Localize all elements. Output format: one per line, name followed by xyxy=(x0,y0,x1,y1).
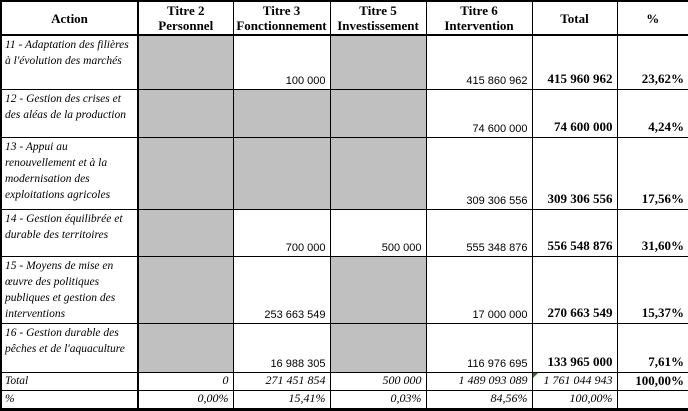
header-action: Action xyxy=(0,0,139,36)
cell-pct: 15,37% xyxy=(616,255,688,324)
cell-total: 556 548 876 xyxy=(531,208,618,257)
cell-titre5-empty xyxy=(329,136,427,210)
cell-pct-titre3: 15,41% xyxy=(232,389,331,410)
cell-titre5-empty xyxy=(329,322,427,373)
header-titre2-line2: Personnel xyxy=(158,18,214,33)
cell-total-titre3: 271 451 854 xyxy=(232,371,331,391)
cell-action: 15 - Moyens de mise en œuvre des politiq… xyxy=(0,255,139,324)
cell-titre3: 100 000 xyxy=(232,34,331,90)
header-titre5: Titre 5 Investissement xyxy=(329,0,427,36)
action-row-11: 11 - Adaptation des filières à l'évoluti… xyxy=(0,34,688,90)
cell-titre6: 415 860 962 xyxy=(425,34,533,90)
cell-pct: 23,62% xyxy=(616,34,688,90)
cell-titre3: 16 988 305 xyxy=(232,322,331,373)
header-titre2-line1: Titre 2 xyxy=(167,3,205,18)
cell-pct-titre5: 0,03% xyxy=(329,389,427,410)
cell-pct: 31,60% xyxy=(616,208,688,257)
header-titre5-line2: Investissement xyxy=(337,18,419,33)
header-total: Total xyxy=(531,0,618,36)
cell-titre2-empty xyxy=(137,322,234,373)
cell-total: 74 600 000 xyxy=(531,88,618,138)
cell-action: 13 - Appui au renouvellement et à la mod… xyxy=(0,136,139,210)
cell-titre6: 555 348 876 xyxy=(425,208,533,257)
header-titre3: Titre 3 Fonctionnement xyxy=(232,0,331,36)
cell-total-pct: 100,00% xyxy=(616,371,688,391)
cell-total: 415 960 962 xyxy=(531,34,618,90)
cell-pct: 17,56% xyxy=(616,136,688,210)
action-row-16: 16 - Gestion durable des pêches et de l'… xyxy=(0,322,688,373)
cell-pct: 7,61% xyxy=(616,322,688,373)
cell-total: 133 965 000 xyxy=(531,322,618,373)
cell-total-titre6: 1 489 093 089 xyxy=(425,371,533,391)
cell-titre3-empty xyxy=(232,88,331,138)
cell-pct-titre6: 84,56% xyxy=(425,389,533,410)
cell-pct-empty xyxy=(616,389,688,410)
cell-grand-total: 1 761 044 943 xyxy=(531,371,618,391)
grand-total-value: 1 761 044 943 xyxy=(543,373,613,387)
cell-action: 14 - Gestion équilibrée et durable des t… xyxy=(0,208,139,257)
cell-titre2-empty xyxy=(137,208,234,257)
cell-titre3: 700 000 xyxy=(232,208,331,257)
header-titre3-line2: Fonctionnement xyxy=(236,18,327,33)
action-row-14: 14 - Gestion équilibrée et durable des t… xyxy=(0,208,688,257)
cell-pct-label: % xyxy=(0,389,139,410)
cell-total-titre2: 0 xyxy=(137,371,234,391)
cell-action: 16 - Gestion durable des pêches et de l'… xyxy=(0,322,139,373)
cell-titre2-empty xyxy=(137,88,234,138)
header-titre5-line1: Titre 5 xyxy=(359,3,397,18)
cell-action: 12 - Gestion des crises et des aléas de … xyxy=(0,88,139,138)
cell-error-indicator-icon xyxy=(533,373,538,378)
cell-pct-total: 100,00% xyxy=(531,389,618,410)
action-row-13: 13 - Appui au renouvellement et à la mod… xyxy=(0,136,688,210)
cell-titre2-empty xyxy=(137,34,234,90)
cell-total: 270 663 549 xyxy=(531,255,618,324)
cell-pct-titre2: 0,00% xyxy=(137,389,234,410)
cell-titre5-empty xyxy=(329,255,427,324)
cell-titre5-empty xyxy=(329,34,427,90)
cell-total-titre5: 500 000 xyxy=(329,371,427,391)
cell-titre2-empty xyxy=(137,136,234,210)
cell-pct: 4,24% xyxy=(616,88,688,138)
cell-titre5-empty xyxy=(329,88,427,138)
header-titre3-line1: Titre 3 xyxy=(262,3,301,18)
cell-total-label: Total xyxy=(0,371,139,391)
cell-titre2-empty xyxy=(137,255,234,324)
cell-titre6: 17 000 000 xyxy=(425,255,533,324)
cell-titre5: 500 000 xyxy=(329,208,427,257)
header-titre2: Titre 2 Personnel xyxy=(137,0,234,36)
total-row: Total 0 271 451 854 500 000 1 489 093 08… xyxy=(0,371,688,391)
header-titre6-line2: Intervention xyxy=(444,18,514,33)
cell-titre6: 74 600 000 xyxy=(425,88,533,138)
header-row: Action Titre 2 Personnel Titre 3 Fonctionn… xyxy=(0,0,688,36)
header-titre6: Titre 6 Intervention xyxy=(425,0,533,36)
header-titre6-line1: Titre 6 xyxy=(460,3,498,18)
cell-action: 11 - Adaptation des filières à l'évoluti… xyxy=(0,34,139,90)
action-row-15: 15 - Moyens de mise en œuvre des politiq… xyxy=(0,255,688,324)
cell-titre3-empty xyxy=(232,136,331,210)
cell-titre3: 253 663 549 xyxy=(232,255,331,324)
cell-titre6: 116 976 695 xyxy=(425,322,533,373)
header-pct: % xyxy=(616,0,688,36)
percent-row: % 0,00% 15,41% 0,03% 84,56% 100,00% xyxy=(0,389,688,410)
cell-total: 309 306 556 xyxy=(531,136,618,210)
cell-titre6: 309 306 556 xyxy=(425,136,533,210)
action-row-12: 12 - Gestion des crises et des aléas de … xyxy=(0,88,688,138)
